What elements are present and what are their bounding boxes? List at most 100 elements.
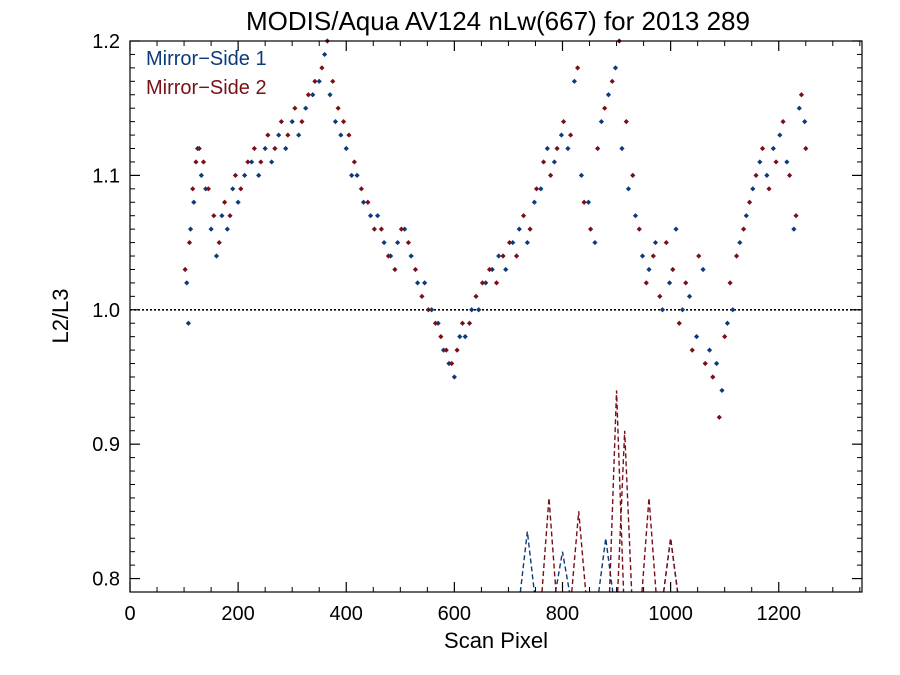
series-2-point <box>588 226 594 232</box>
series-1-point <box>619 145 625 152</box>
series-2-point <box>780 119 786 125</box>
series-2-point <box>527 226 533 232</box>
series-1-point <box>262 145 268 152</box>
series-1-point <box>791 226 797 232</box>
series-1-point <box>198 172 204 178</box>
series-2-point <box>759 145 766 152</box>
series-2-point <box>371 226 377 232</box>
series-2-point <box>753 172 759 178</box>
series-2-point <box>554 145 560 152</box>
series-2-point <box>378 226 384 232</box>
series-1-point <box>700 266 706 273</box>
series-1-point <box>777 132 783 138</box>
series-2-point <box>786 172 793 178</box>
series-2-point <box>643 280 649 286</box>
series-2-point <box>265 132 271 138</box>
series-2-point <box>609 78 615 84</box>
series-2-point <box>227 213 233 219</box>
series-1-point <box>476 307 482 313</box>
series-1-point <box>316 78 322 84</box>
series-1-point <box>435 320 441 326</box>
series-2-point <box>689 347 695 353</box>
y-tick-label: 1.0 <box>92 300 120 322</box>
plot-area <box>130 38 862 593</box>
series-2-point <box>186 239 193 246</box>
series-1-point <box>632 213 639 219</box>
series-2-point <box>513 253 520 259</box>
series-1-point <box>249 159 255 165</box>
series-1-point <box>208 226 214 232</box>
series-1-point <box>598 119 605 125</box>
series-1-point <box>187 226 194 232</box>
series-1-point <box>415 280 421 286</box>
series-2-point <box>702 360 708 367</box>
series-2-point <box>581 199 587 205</box>
series-1-point <box>757 159 763 165</box>
series-1-point <box>673 226 679 232</box>
series-1-point <box>256 172 262 178</box>
series-1-point <box>446 360 452 367</box>
series-2-point <box>449 360 455 367</box>
x-tick-label: 600 <box>438 603 471 625</box>
series-1-point <box>360 199 367 205</box>
series-1-point <box>719 387 725 394</box>
series-2-point <box>392 266 398 273</box>
y-tick-label: 0.8 <box>92 569 120 591</box>
series-1-point <box>652 239 659 246</box>
series-2-point <box>305 92 312 98</box>
series-1-point <box>310 92 316 98</box>
series-1-point <box>381 239 387 246</box>
series-1-point <box>191 199 197 205</box>
series-1-point <box>332 119 339 125</box>
series-1-point <box>276 132 282 138</box>
series-2-point <box>319 65 325 71</box>
series-1-point <box>483 280 489 286</box>
series-2-point <box>636 226 642 232</box>
series-2-point <box>299 119 305 125</box>
series-2-point <box>540 159 547 165</box>
series-1-point <box>666 280 673 286</box>
series-1-point <box>592 239 598 246</box>
series-2-point <box>443 347 449 353</box>
series-1-point <box>764 172 770 178</box>
series-1-point <box>784 159 790 165</box>
series-2-point <box>205 186 211 192</box>
series-2-point <box>623 119 629 125</box>
series-2-point <box>222 199 228 205</box>
series-2-point <box>251 145 257 152</box>
series-2-point <box>560 119 567 125</box>
series-1-point <box>750 186 756 192</box>
chart-title: MODIS/Aqua AV124 nLw(667) for 2013 289 <box>246 6 750 36</box>
series-2-point <box>365 199 371 205</box>
series-1-point <box>625 186 632 192</box>
series-2-point <box>670 266 676 273</box>
series-1-point <box>659 307 666 313</box>
series-2-point <box>351 159 357 165</box>
series-2-point <box>650 253 656 259</box>
series-2-point <box>385 253 392 259</box>
x-tick-label: 800 <box>546 603 579 625</box>
series-1-point <box>469 307 475 313</box>
series-1-point <box>213 253 220 259</box>
series-1-point <box>219 213 225 219</box>
series-2-point <box>575 65 581 71</box>
y-tick-label: 1.1 <box>92 165 120 187</box>
series-2-point <box>473 293 479 299</box>
series-1-point <box>269 159 275 165</box>
series-2-dashed-excursion <box>571 511 587 593</box>
x-tick-label: 400 <box>330 603 363 625</box>
series-1-point <box>354 172 360 178</box>
series-1-point <box>743 213 749 219</box>
series-1-point <box>283 145 289 152</box>
series-1-point <box>686 293 693 299</box>
series-2-point <box>568 132 574 138</box>
series-2-point <box>432 320 439 326</box>
series-1-point <box>565 145 571 152</box>
series-2-point <box>493 280 500 286</box>
series-1-point <box>737 239 743 246</box>
legend-label-mirror-side-1: Mirror−Side 1 <box>146 48 267 70</box>
series-2-point <box>479 280 486 286</box>
series-1-point <box>802 119 808 125</box>
series-1-point <box>571 78 577 84</box>
series-1-point <box>429 307 435 313</box>
